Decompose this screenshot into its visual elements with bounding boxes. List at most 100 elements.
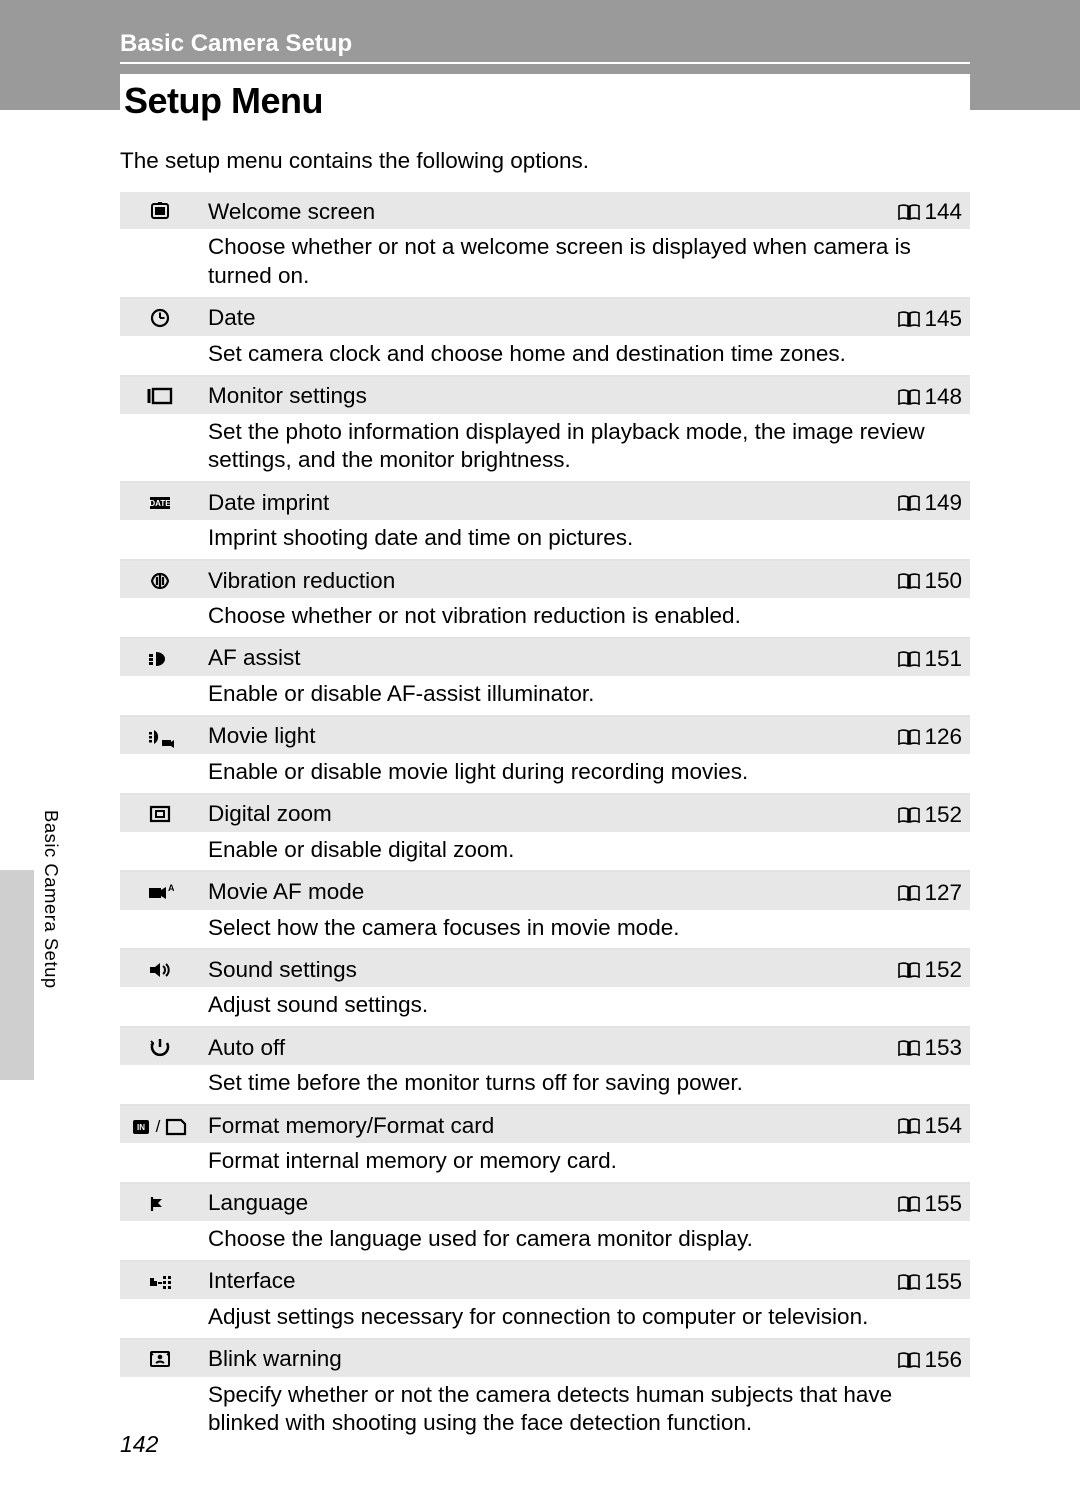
afassist-icon bbox=[120, 638, 200, 676]
menu-item-title: Date bbox=[200, 298, 882, 336]
page-ref-number: 144 bbox=[924, 199, 962, 225]
page-ref-number: 152 bbox=[924, 957, 962, 983]
menu-item-header: Vibration reduction 150 bbox=[120, 560, 970, 598]
menu-item-desc-row: Choose the language used for camera moni… bbox=[120, 1221, 970, 1261]
menu-item-title: Movie light bbox=[200, 716, 882, 754]
menu-item-description: Set time before the monitor turns off fo… bbox=[200, 1065, 970, 1105]
blink-icon bbox=[120, 1339, 200, 1377]
page-ref-number: 126 bbox=[924, 724, 962, 750]
menu-item-desc-row: Enable or disable movie light during rec… bbox=[120, 754, 970, 794]
dzoom-icon bbox=[120, 794, 200, 832]
menu-item-title: Vibration reduction bbox=[200, 560, 882, 598]
menu-item-description: Enable or disable movie light during rec… bbox=[200, 754, 970, 794]
menu-item-description: Set camera clock and choose home and des… bbox=[200, 336, 970, 376]
menu-item-title: Blink warning bbox=[200, 1339, 882, 1377]
menu-item-desc-row: Adjust sound settings. bbox=[120, 987, 970, 1027]
page-ref-number: 148 bbox=[924, 384, 962, 410]
menu-item-header: DATE Date imprint 149 bbox=[120, 482, 970, 520]
menu-item-desc-row: Choose whether or not a welcome screen i… bbox=[120, 229, 970, 298]
menu-item-header: AF assist 151 bbox=[120, 638, 970, 676]
page-ref-number: 145 bbox=[924, 306, 962, 332]
menu-item-title: Digital zoom bbox=[200, 794, 882, 832]
menu-item-title: Sound settings bbox=[200, 949, 882, 987]
menu-item-desc-row: Select how the camera focuses in movie m… bbox=[120, 910, 970, 950]
menu-item-header: Digital zoom 152 bbox=[120, 794, 970, 832]
menu-item-title: Movie AF mode bbox=[200, 871, 882, 909]
page-reference: 144 bbox=[882, 192, 970, 229]
menu-item-description: Imprint shooting date and time on pictur… bbox=[200, 520, 970, 560]
page-ref-number: 127 bbox=[924, 880, 962, 906]
menu-item-desc-row: Adjust settings necessary for connection… bbox=[120, 1299, 970, 1339]
menu-item-desc-row: Choose whether or not vibration reductio… bbox=[120, 598, 970, 638]
svg-text:IN: IN bbox=[137, 1123, 145, 1132]
intro-text: The setup menu contains the following op… bbox=[120, 148, 970, 174]
movielight-icon bbox=[120, 716, 200, 754]
page-ref-number: 150 bbox=[924, 568, 962, 594]
page-reference: 126 bbox=[882, 716, 970, 754]
autooff-icon bbox=[120, 1027, 200, 1065]
menu-item-description: Adjust settings necessary for connection… bbox=[200, 1299, 970, 1339]
menu-item-title: Date imprint bbox=[200, 482, 882, 520]
menu-item-desc-row: Specify whether or not the camera detect… bbox=[120, 1377, 970, 1445]
menu-item-header: Blink warning 156 bbox=[120, 1339, 970, 1377]
menu-item-title: Welcome screen bbox=[200, 192, 882, 229]
svg-text:/: / bbox=[156, 1117, 161, 1136]
page-reference: 152 bbox=[882, 949, 970, 987]
page-reference: 127 bbox=[882, 871, 970, 909]
menu-item-description: Choose whether or not a welcome screen i… bbox=[200, 229, 970, 298]
page-ref-number: 152 bbox=[924, 802, 962, 828]
menu-item-desc-row: Enable or disable AF-assist illuminator. bbox=[120, 676, 970, 716]
page-reference: 154 bbox=[882, 1105, 970, 1143]
welcome-icon bbox=[120, 192, 200, 229]
menu-item-title: AF assist bbox=[200, 638, 882, 676]
page-ref-number: 155 bbox=[924, 1269, 962, 1295]
menu-item-header: Interface 155 bbox=[120, 1261, 970, 1299]
page-reference: 153 bbox=[882, 1027, 970, 1065]
menu-item-description: Select how the camera focuses in movie m… bbox=[200, 910, 970, 950]
movieaf-icon: AF bbox=[120, 871, 200, 909]
menu-item-description: Enable or disable AF-assist illuminator. bbox=[200, 676, 970, 716]
menu-item-description: Enable or disable digital zoom. bbox=[200, 832, 970, 872]
page-reference: 149 bbox=[882, 482, 970, 520]
page-ref-number: 151 bbox=[924, 646, 962, 672]
clock-icon bbox=[120, 298, 200, 336]
page-ref-number: 149 bbox=[924, 490, 962, 516]
menu-item-title: Monitor settings bbox=[200, 376, 882, 414]
menu-item-title: Auto off bbox=[200, 1027, 882, 1065]
page-ref-number: 156 bbox=[924, 1347, 962, 1373]
interface-icon bbox=[120, 1261, 200, 1299]
menu-item-desc-row: Set the photo information displayed in p… bbox=[120, 414, 970, 483]
menu-item-header: Movie light 126 bbox=[120, 716, 970, 754]
menu-item-title: Interface bbox=[200, 1261, 882, 1299]
menu-item-title: Format memory/Format card bbox=[200, 1105, 882, 1143]
menu-item-header: Auto off153 bbox=[120, 1027, 970, 1065]
page-reference: 148 bbox=[882, 376, 970, 414]
svg-text:AF: AF bbox=[168, 883, 174, 893]
menu-item-header: Sound settings 152 bbox=[120, 949, 970, 987]
page-reference: 155 bbox=[882, 1183, 970, 1221]
menu-item-description: Choose whether or not vibration reductio… bbox=[200, 598, 970, 638]
svg-text:DATE: DATE bbox=[149, 499, 171, 508]
page-reference: 156 bbox=[882, 1339, 970, 1377]
menu-item-header: AF Movie AF mode 127 bbox=[120, 871, 970, 909]
menu-item-header: Welcome screen 144 bbox=[120, 192, 970, 229]
menu-item-description: Format internal memory or memory card. bbox=[200, 1143, 970, 1183]
menu-item-description: Choose the language used for camera moni… bbox=[200, 1221, 970, 1261]
menu-item-desc-row: Format internal memory or memory card. bbox=[120, 1143, 970, 1183]
menu-item-description: Specify whether or not the camera detect… bbox=[200, 1377, 970, 1445]
page-ref-number: 154 bbox=[924, 1113, 962, 1139]
monitor-icon bbox=[120, 376, 200, 414]
menu-item-desc-row: Enable or disable digital zoom. bbox=[120, 832, 970, 872]
section-title: Setup Menu bbox=[120, 74, 970, 126]
page-number: 142 bbox=[120, 1431, 158, 1458]
vr-icon bbox=[120, 560, 200, 598]
menu-item-header: IN / Format memory/Format card 154 bbox=[120, 1105, 970, 1143]
page-reference: 155 bbox=[882, 1261, 970, 1299]
chapter-title: Basic Camera Setup bbox=[120, 24, 970, 64]
menu-item-desc-row: Imprint shooting date and time on pictur… bbox=[120, 520, 970, 560]
menu-item-description: Adjust sound settings. bbox=[200, 987, 970, 1027]
menu-table: Welcome screen 144 Choose whether or not a… bbox=[120, 192, 970, 1444]
datebadge-icon: DATE bbox=[120, 482, 200, 520]
menu-item-header: Language155 bbox=[120, 1183, 970, 1221]
menu-item-header: Monitor settings 148 bbox=[120, 376, 970, 414]
